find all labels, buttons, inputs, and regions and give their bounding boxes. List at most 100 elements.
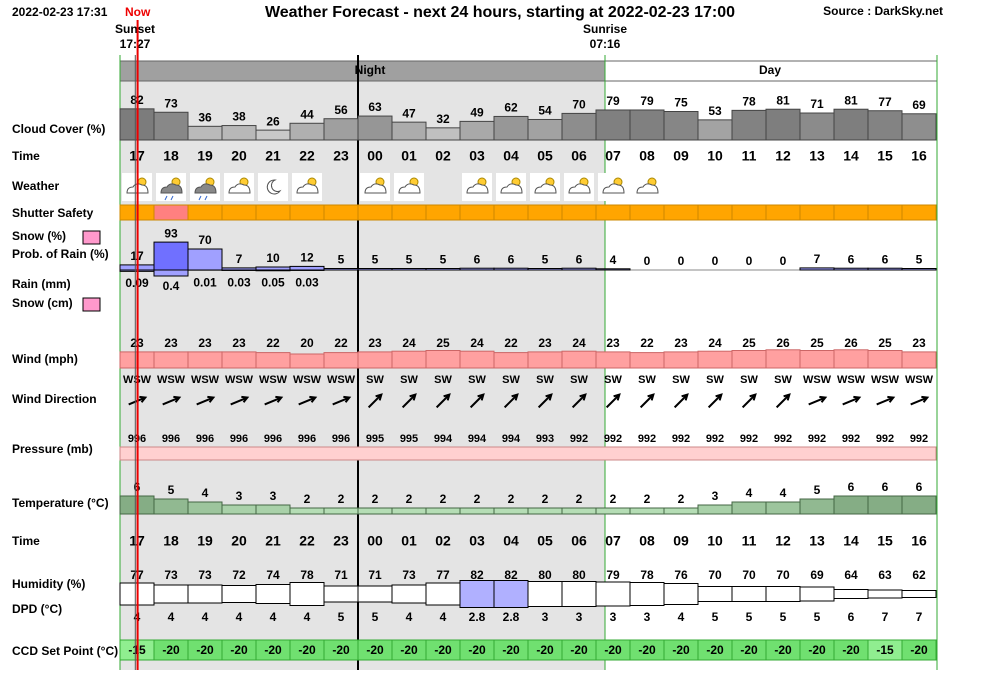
row-label: Cloud Cover (%) [12, 122, 105, 136]
row-label: Snow (cm) [12, 296, 73, 310]
temp-bar [697, 504, 733, 515]
pressure-value: 996 [162, 433, 180, 445]
humidity-value: 82 [470, 568, 484, 582]
rain-prob-bar [323, 268, 359, 271]
ccd-value: -20 [740, 643, 758, 657]
cloud-bar [697, 119, 733, 141]
shutter-cell [663, 204, 699, 221]
rain-prob-value: 10 [266, 251, 280, 265]
humidity-box [867, 589, 903, 599]
cloud-bar [459, 120, 495, 141]
cloud-bar [867, 110, 903, 141]
shutter-cell [459, 204, 495, 221]
cloud-bar [765, 108, 801, 141]
shutter-cell [357, 204, 393, 221]
cloud-value: 79 [640, 94, 654, 108]
wind-value: 25 [878, 336, 892, 350]
temp-bar [629, 507, 665, 515]
wind-bar [595, 351, 631, 369]
ccd-value: -20 [502, 643, 520, 657]
dpd-value: 5 [780, 610, 787, 624]
dpd-value: 4 [236, 610, 243, 624]
hour: 08 [639, 148, 655, 164]
wind-value: 23 [164, 336, 178, 350]
wind-arrow [605, 393, 621, 409]
rain-prob-value: 6 [576, 252, 583, 266]
hour: 13 [809, 533, 825, 549]
wind-value: 23 [198, 336, 212, 350]
ccd-value: -20 [842, 643, 860, 657]
cloud-value: 54 [538, 104, 552, 118]
hour: 20 [231, 533, 247, 549]
shutter-cell [833, 204, 869, 221]
wind-arrow [707, 393, 723, 409]
humidity-box [595, 581, 631, 607]
cloud-value: 62 [504, 101, 518, 115]
pressure-value: 994 [468, 433, 487, 445]
wind-value: 23 [232, 336, 246, 350]
temp-bar [459, 507, 495, 515]
ccd-value: -20 [434, 643, 452, 657]
rain-icon [164, 195, 174, 201]
humidity-box [323, 585, 359, 603]
cloud-bar [323, 118, 359, 141]
hour: 12 [775, 148, 791, 164]
wind-value: 23 [368, 336, 382, 350]
hour: 10 [707, 533, 723, 549]
wind-dir: SW [400, 374, 418, 386]
temp-value: 2 [440, 492, 447, 506]
rain-value: 0.05 [261, 276, 285, 290]
hour: 07 [605, 148, 621, 164]
wind-arrow [469, 393, 485, 409]
wind-dir: SW [638, 374, 656, 386]
wind-value: 25 [436, 336, 450, 350]
rain-prob-value: 6 [848, 252, 855, 266]
wind-bar [357, 351, 393, 369]
cloud-bar [187, 125, 223, 141]
ccd-value: -20 [638, 643, 656, 657]
cloud-bar [221, 125, 257, 141]
shutter-cell [595, 204, 631, 221]
cloud-icon [466, 183, 489, 194]
wind-arrow [639, 393, 655, 409]
wind-bar [731, 350, 767, 369]
temp-bar [833, 495, 869, 515]
temp-bar [221, 504, 257, 515]
wind-arrow [401, 393, 417, 409]
humidity-box [629, 582, 665, 606]
temp-bar [289, 507, 325, 515]
ccd-value: -20 [672, 643, 690, 657]
shutter-cell [153, 204, 189, 221]
hour: 06 [571, 148, 587, 164]
cloud-bar [391, 121, 427, 141]
temp-value: 2 [372, 492, 379, 506]
pressure-value: 992 [706, 433, 724, 445]
temp-value: 2 [644, 492, 651, 506]
humidity-box [357, 585, 393, 603]
humidity-value: 80 [538, 568, 552, 582]
hour: 15 [877, 533, 893, 549]
cloud-value: 79 [606, 94, 620, 108]
rain-prob-bar [799, 267, 835, 271]
hour: 14 [843, 148, 859, 164]
hour: 13 [809, 148, 825, 164]
dpd-value: 4 [406, 610, 413, 624]
rain-icon [198, 195, 208, 201]
cloud-value: 70 [572, 98, 586, 112]
cloud-value: 47 [402, 106, 416, 120]
wind-arrow [842, 395, 862, 406]
pressure-value: 994 [434, 433, 453, 445]
temp-bar [187, 501, 223, 515]
wind-dir: WSW [293, 374, 322, 386]
wind-dir: SW [434, 374, 452, 386]
temp-bar [493, 507, 529, 515]
dpd-value: 4 [168, 610, 175, 624]
temp-value: 2 [474, 492, 481, 506]
cloud-bar [595, 109, 631, 141]
pressure-value: 992 [910, 433, 928, 445]
hour: 01 [401, 148, 417, 164]
wind-value: 26 [776, 336, 790, 350]
wind-arrow [230, 395, 250, 406]
pressure-value: 992 [876, 433, 894, 445]
ccd-value: -20 [910, 643, 928, 657]
